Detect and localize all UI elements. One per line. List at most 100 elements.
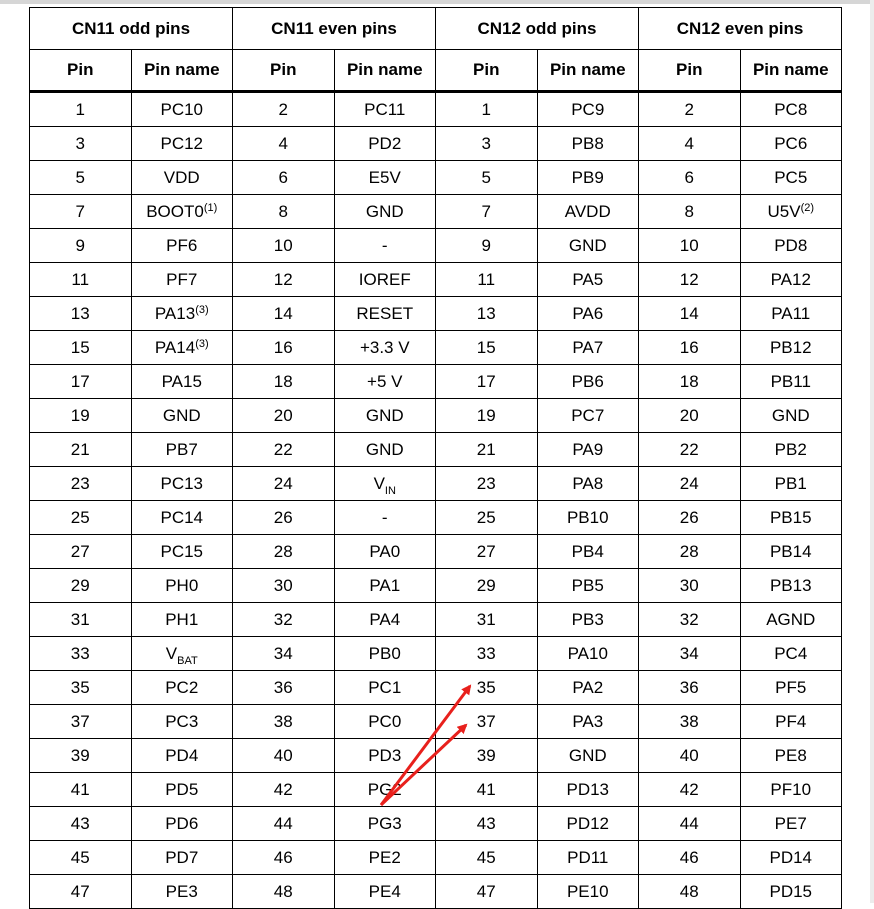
cell-text: 2 bbox=[278, 99, 288, 119]
table-row: 19 GND 20 GND 19 PC7 20 GND bbox=[29, 398, 842, 433]
cell-pin-number: 33 bbox=[435, 636, 538, 671]
cell-pin-number: 43 bbox=[435, 806, 538, 841]
cell-text: 21 bbox=[70, 439, 90, 459]
cell-text: 29 bbox=[70, 575, 90, 595]
cell-pin-name: PF5 bbox=[739, 670, 842, 705]
table-row: 45 PD7 46 PE2 45 PD11 46 PD14 bbox=[29, 840, 842, 875]
cell-text: 19 bbox=[476, 405, 496, 425]
cell-text: 20 bbox=[273, 405, 293, 425]
subscript: IN bbox=[384, 484, 396, 497]
cell-pin-number: 38 bbox=[638, 704, 741, 739]
cell-pin-number: 13 bbox=[29, 296, 132, 331]
cell-pin-name: PA12 bbox=[739, 262, 842, 297]
cell-text: E5V bbox=[368, 167, 401, 187]
cell-text: PD5 bbox=[165, 779, 199, 799]
cell-text: PB6 bbox=[571, 371, 604, 391]
cell-text: PD3 bbox=[368, 745, 402, 765]
cell-text: 28 bbox=[273, 541, 293, 561]
cell-pin-name: PD14 bbox=[739, 840, 842, 875]
cell-text: 47 bbox=[476, 881, 496, 901]
cell-text: GND bbox=[162, 405, 201, 425]
cell-pin-name: BOOT0(1) bbox=[130, 194, 233, 229]
cell-pin-name: VBAT bbox=[130, 636, 233, 671]
cell-text: 27 bbox=[476, 541, 496, 561]
cell-pin-name: PC14 bbox=[130, 500, 233, 535]
cell-text: - bbox=[381, 507, 388, 527]
cell-text: PB12 bbox=[769, 337, 812, 357]
cell-pin-name: PD2 bbox=[333, 126, 436, 161]
cell-pin-name: PD3 bbox=[333, 738, 436, 773]
cell-pin-number: 14 bbox=[638, 296, 741, 331]
cell-pin-name: PB15 bbox=[739, 500, 842, 535]
footnote-marker: (2) bbox=[800, 201, 815, 214]
cell-pin-name: PD11 bbox=[536, 840, 639, 875]
subscript: BAT bbox=[177, 654, 198, 667]
cell-pin-name: PB5 bbox=[536, 568, 639, 603]
cell-pin-number: 42 bbox=[232, 772, 335, 807]
cell-text: 8 bbox=[684, 201, 694, 221]
cell-pin-number: 10 bbox=[232, 228, 335, 263]
cell-pin-number: 18 bbox=[638, 364, 741, 399]
cell-text: 12 bbox=[679, 269, 699, 289]
cell-pin-name: PB13 bbox=[739, 568, 842, 603]
cell-text: 3 bbox=[75, 133, 85, 153]
cell-text: GND bbox=[365, 405, 404, 425]
table-row: 17 PA15 18 +5 V 17 PB6 18 PB11 bbox=[29, 364, 842, 399]
cell-text: PB3 bbox=[571, 609, 604, 629]
cell-text: 24 bbox=[273, 473, 293, 493]
cell-text: 41 bbox=[70, 779, 90, 799]
cell-pin-name: PA3 bbox=[536, 704, 639, 739]
cell-pin-name: PA10 bbox=[536, 636, 639, 671]
cell-text: 25 bbox=[70, 507, 90, 527]
cell-pin-number: 27 bbox=[435, 534, 538, 569]
cell-text: 23 bbox=[476, 473, 496, 493]
cell-text: 16 bbox=[679, 337, 699, 357]
cell-text: 34 bbox=[679, 643, 699, 663]
cell-pin-number: 19 bbox=[435, 398, 538, 433]
cell-text: PA11 bbox=[771, 303, 811, 323]
cell-pin-name: PA11 bbox=[739, 296, 842, 331]
cell-pin-number: 7 bbox=[29, 194, 132, 229]
cell-text: 23 bbox=[70, 473, 90, 493]
cell-pin-number: 7 bbox=[435, 194, 538, 229]
cell-pin-number: 26 bbox=[638, 500, 741, 535]
cell-pin-name: PE4 bbox=[333, 874, 436, 909]
cell-pin-name: PG2 bbox=[333, 772, 436, 807]
cell-text: 26 bbox=[273, 507, 293, 527]
cell-pin-number: 36 bbox=[638, 670, 741, 705]
cell-pin-name: PC12 bbox=[130, 126, 233, 161]
cell-text: 14 bbox=[273, 303, 293, 323]
cell-pin-number: 26 bbox=[232, 500, 335, 535]
cell-text: - bbox=[381, 235, 388, 255]
cell-text: 9 bbox=[75, 235, 85, 255]
cell-text: 32 bbox=[679, 609, 699, 629]
cell-text: PH1 bbox=[165, 609, 199, 629]
cell-text: PA2 bbox=[572, 677, 604, 697]
cell-pin-name: PA0 bbox=[333, 534, 436, 569]
cell-pin-name: PE10 bbox=[536, 874, 639, 909]
cell-pin-name: PC5 bbox=[739, 160, 842, 195]
cell-text: 15 bbox=[70, 337, 90, 357]
right-edge-shade bbox=[870, 0, 874, 903]
cell-pin-name: PD8 bbox=[739, 228, 842, 263]
table-row: 15 PA14(3) 16 +3.3 V 15 PA7 16 PB12 bbox=[29, 330, 842, 365]
cell-pin-number: 2 bbox=[232, 91, 335, 127]
table-row: 25 PC14 26 - 25 PB10 26 PB15 bbox=[29, 500, 842, 535]
cell-pin-name: PB6 bbox=[536, 364, 639, 399]
cell-pin-number: 2 bbox=[638, 91, 741, 127]
table-row: 7 BOOT0(1) 8 GND 7 AVDD 8 U5V(2) bbox=[29, 194, 842, 229]
cell-pin-name: GND bbox=[333, 398, 436, 433]
cell-pin-name: PB8 bbox=[536, 126, 639, 161]
cell-pin-number: 37 bbox=[29, 704, 132, 739]
cell-pin-name: PA4 bbox=[333, 602, 436, 637]
cell-pin-name: VIN bbox=[333, 466, 436, 501]
cell-pin-name: PC2 bbox=[130, 670, 233, 705]
cell-text: V bbox=[373, 473, 385, 493]
cell-text: PA13 bbox=[154, 303, 196, 323]
cell-pin-number: 21 bbox=[435, 432, 538, 467]
cell-pin-name: PD13 bbox=[536, 772, 639, 807]
cell-text: PD12 bbox=[566, 813, 610, 833]
cell-text: 47 bbox=[70, 881, 90, 901]
cell-text: PB1 bbox=[774, 473, 807, 493]
cell-text: 44 bbox=[679, 813, 699, 833]
